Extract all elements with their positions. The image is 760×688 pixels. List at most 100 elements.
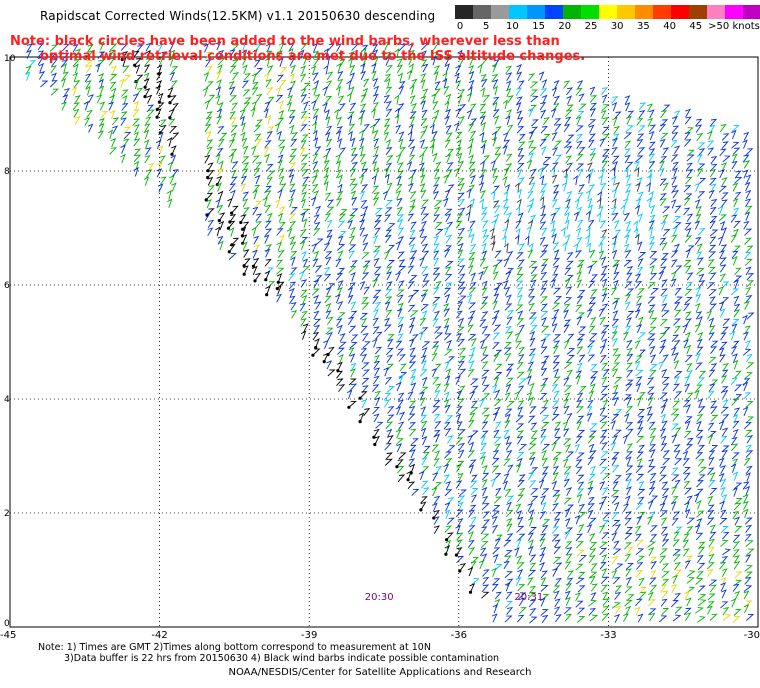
wind-barb bbox=[734, 498, 743, 505]
wind-barb bbox=[742, 406, 749, 416]
wind-barb bbox=[480, 526, 488, 535]
legend-label: >50 knots bbox=[708, 21, 760, 32]
wind-barb bbox=[586, 308, 593, 318]
wind-barb bbox=[707, 130, 713, 141]
wind-barb bbox=[395, 438, 404, 446]
wind-barb bbox=[471, 385, 479, 394]
wind-barb bbox=[710, 345, 718, 354]
wind-barb bbox=[601, 338, 608, 348]
wind-barb bbox=[635, 548, 645, 556]
wind-barb bbox=[661, 590, 669, 599]
wind-barb bbox=[662, 104, 671, 112]
wind-barb bbox=[396, 289, 405, 297]
wind-barb bbox=[264, 270, 271, 280]
wind-barb bbox=[359, 219, 366, 229]
wind-barb bbox=[530, 467, 539, 475]
wind-barb bbox=[481, 503, 490, 511]
wind-barb bbox=[527, 415, 536, 424]
wind-barb bbox=[360, 199, 368, 209]
wind-barb bbox=[493, 324, 502, 332]
wind-barb bbox=[638, 349, 647, 357]
wind-barb bbox=[575, 133, 583, 142]
wind-barb bbox=[502, 480, 509, 490]
wind-barb bbox=[467, 566, 474, 577]
wind-barb bbox=[407, 56, 414, 66]
wind-barb bbox=[554, 539, 561, 548]
wind-barb bbox=[673, 554, 681, 562]
wind-barb bbox=[361, 184, 369, 193]
wind-barb bbox=[566, 104, 574, 113]
wind-barb bbox=[121, 89, 129, 97]
wind-barb bbox=[481, 361, 489, 370]
wind-barb bbox=[745, 205, 753, 214]
wind-barb bbox=[695, 286, 701, 296]
wind-barb bbox=[746, 362, 755, 370]
wind-barb bbox=[350, 271, 356, 282]
wind-barb bbox=[516, 252, 524, 260]
wind-barb bbox=[433, 206, 441, 216]
wind-barb bbox=[312, 348, 321, 356]
wind-barb bbox=[599, 393, 608, 401]
wind-barb bbox=[359, 312, 369, 320]
wind-barb bbox=[84, 117, 91, 127]
wind-barb bbox=[648, 190, 654, 201]
wind-barb bbox=[445, 213, 452, 223]
wind-barb bbox=[516, 126, 525, 134]
wind-barb bbox=[517, 568, 524, 579]
wind-barb bbox=[458, 338, 466, 347]
wind-barb bbox=[299, 49, 305, 60]
wind-barb bbox=[695, 578, 704, 585]
wind-barb bbox=[744, 533, 752, 542]
wind-barb bbox=[612, 310, 619, 320]
wind-barb bbox=[529, 198, 535, 208]
wind-barb bbox=[674, 449, 681, 459]
wind-barb bbox=[492, 504, 501, 512]
wind-barb bbox=[468, 441, 475, 452]
wind-barb bbox=[721, 177, 728, 186]
wind-barb bbox=[470, 407, 479, 414]
wind-barb bbox=[97, 130, 104, 140]
wind-barb bbox=[169, 71, 176, 81]
wind-barb bbox=[443, 333, 452, 341]
wind-barb bbox=[466, 92, 473, 103]
wind-barb bbox=[708, 289, 717, 297]
wind-barb bbox=[518, 346, 526, 355]
wind-barb bbox=[481, 407, 490, 415]
wind-barb bbox=[109, 57, 116, 66]
wind-barb bbox=[503, 473, 510, 483]
wind-barb bbox=[563, 123, 571, 133]
wind-barb bbox=[349, 235, 356, 245]
wind-barb bbox=[420, 95, 427, 105]
wind-barb bbox=[660, 413, 667, 424]
wind-barb bbox=[277, 250, 285, 259]
wind-barb bbox=[590, 592, 597, 602]
wind-barb bbox=[746, 273, 755, 281]
wind-barb bbox=[539, 562, 545, 572]
wind-barb bbox=[492, 85, 499, 96]
wind-barb bbox=[686, 570, 696, 577]
wind-barb bbox=[662, 228, 671, 237]
wind-barb bbox=[516, 555, 523, 565]
wind-barb bbox=[277, 212, 284, 223]
wind-barb bbox=[563, 303, 571, 312]
wind-barb bbox=[505, 163, 513, 172]
wind-barb bbox=[419, 397, 426, 407]
wind-barb bbox=[480, 121, 486, 132]
wind-barb bbox=[396, 214, 404, 223]
wind-barb bbox=[492, 101, 498, 112]
wind-barb bbox=[336, 116, 343, 126]
wind-barb bbox=[577, 392, 584, 402]
wind-barb bbox=[709, 325, 716, 334]
wind-barb bbox=[613, 126, 620, 135]
wind-barb bbox=[709, 206, 717, 216]
wind-barb bbox=[564, 392, 571, 402]
wind-barb bbox=[635, 280, 643, 289]
wind-barb bbox=[647, 333, 656, 341]
wind-barb bbox=[409, 338, 415, 348]
wind-barb bbox=[480, 73, 487, 83]
wind-barb bbox=[659, 237, 667, 246]
wind-barb bbox=[588, 517, 597, 525]
wind-barb bbox=[612, 362, 620, 370]
wind-barb bbox=[218, 138, 225, 148]
wind-barb bbox=[577, 585, 586, 593]
